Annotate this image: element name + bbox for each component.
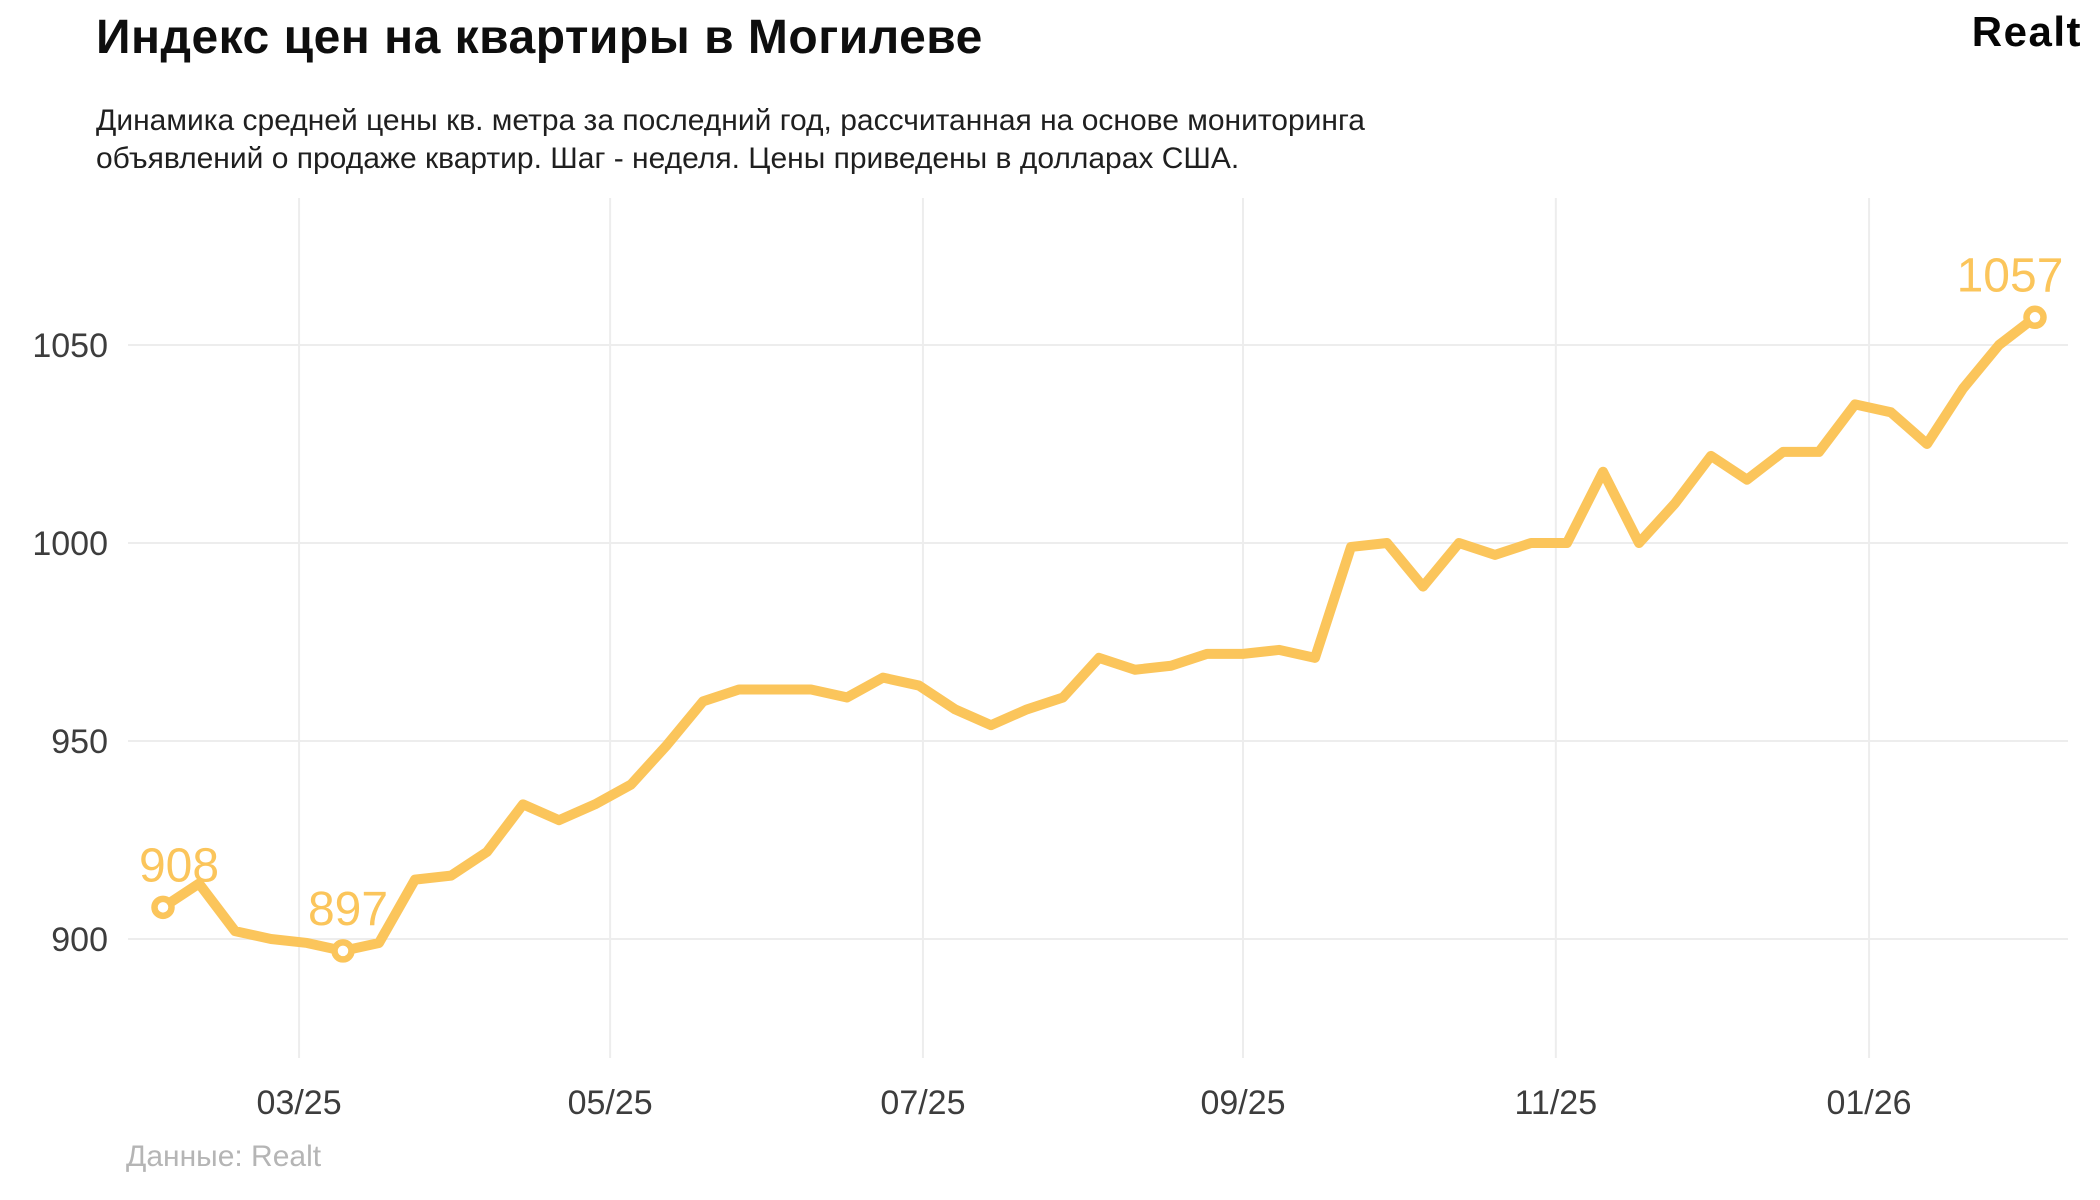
price-index-line	[158, 312, 2040, 956]
data-point-label-908: 908	[139, 839, 219, 892]
realt-logo: Realt	[1971, 8, 2082, 55]
y-tick-label-900: 900	[51, 921, 108, 959]
y-tick-label-1000: 1000	[32, 525, 108, 563]
data-point-marker-1057	[2023, 305, 2047, 330]
data-source-label: Данные: Realt	[126, 1140, 322, 1173]
x-tick-label-09/25: 09/25	[1200, 1084, 1285, 1122]
chart-subtitle-line1: Динамика средней цены кв. метра за после…	[96, 104, 1365, 137]
y-tick-label-950: 950	[51, 723, 108, 761]
x-tick-label-05/25: 05/25	[568, 1084, 653, 1122]
data-point-label-897: 897	[308, 883, 388, 936]
x-tick-label-03/25: 03/25	[257, 1084, 342, 1122]
chart-subtitle-line2: объявлений о продаже квартир. Шаг - неде…	[96, 142, 1240, 175]
x-tick-label-01/26: 01/26	[1826, 1084, 1911, 1122]
data-point-marker-908	[151, 895, 175, 920]
x-tick-label-11/25: 11/25	[1515, 1084, 1598, 1122]
data-point-label-1057: 1057	[1957, 249, 2064, 302]
chart-subtitle: Динамика средней цены кв. метра за после…	[96, 102, 1365, 178]
data-point-marker-897	[331, 939, 355, 963]
y-tick-label-1050: 1050	[32, 327, 108, 365]
x-tick-label-07/25: 07/25	[880, 1084, 965, 1122]
page-title: Индекс цен на квартиры в Могилеве	[96, 11, 983, 64]
